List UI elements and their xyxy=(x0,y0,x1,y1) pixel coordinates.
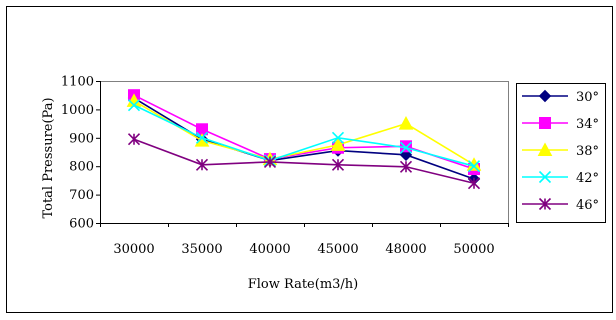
legend-label: 30° xyxy=(576,90,599,105)
x-tick-label: 45000 xyxy=(317,242,358,257)
legend-label: 46° xyxy=(576,198,599,213)
legend-marker xyxy=(540,118,551,129)
y-tick-label: 1100 xyxy=(61,75,94,90)
y-tick-label: 900 xyxy=(69,131,94,146)
y-axis-label: Total Pressure(Pa) xyxy=(41,97,56,218)
x-tick-label: 48000 xyxy=(385,242,426,257)
legend-label: 34° xyxy=(576,117,599,132)
legend-label: 38° xyxy=(576,144,599,159)
y-tick-label: 700 xyxy=(69,188,94,203)
y-tick-label: 800 xyxy=(69,160,94,175)
y-tick-label: 1000 xyxy=(61,103,94,118)
y-tick-label: 600 xyxy=(69,217,94,232)
x-tick-label: 35000 xyxy=(181,242,222,257)
x-axis-label: Flow Rate(m3/h) xyxy=(248,277,359,292)
legend: 30° 34° 38° 42° 46° xyxy=(517,84,606,223)
x-tick-label: 40000 xyxy=(249,242,290,257)
data-point xyxy=(401,141,412,152)
x-tick-label: 50000 xyxy=(453,242,494,257)
legend-label: 42° xyxy=(576,171,599,186)
x-tick-label: 30000 xyxy=(113,242,154,257)
